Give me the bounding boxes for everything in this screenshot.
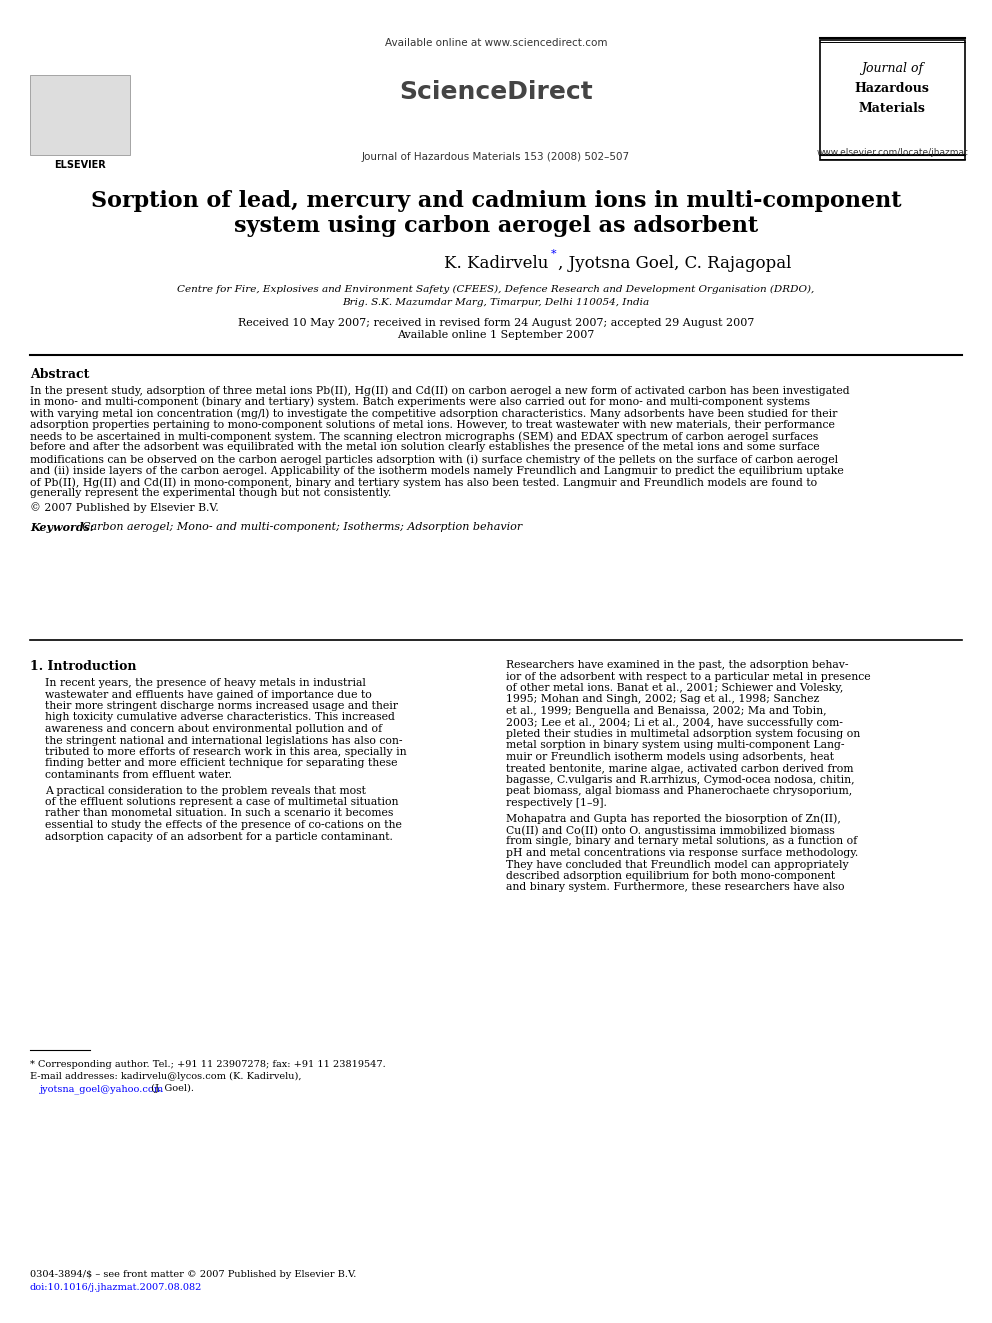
Text: ior of the adsorbent with respect to a particular metal in presence: ior of the adsorbent with respect to a p… bbox=[506, 672, 871, 681]
Text: Received 10 May 2007; received in revised form 24 August 2007; accepted 29 Augus: Received 10 May 2007; received in revise… bbox=[238, 318, 754, 328]
Text: Centre for Fire, Explosives and Environment Safety (CFEES), Defence Research and: Centre for Fire, Explosives and Environm… bbox=[178, 284, 814, 294]
Text: Available online at www.sciencedirect.com: Available online at www.sciencedirect.co… bbox=[385, 38, 607, 48]
Text: and binary system. Furthermore, these researchers have also: and binary system. Furthermore, these re… bbox=[506, 882, 844, 893]
Text: described adsorption equilibrium for both mono-component: described adsorption equilibrium for bot… bbox=[506, 871, 835, 881]
Text: pleted their studies in multimetal adsorption system focusing on: pleted their studies in multimetal adsor… bbox=[506, 729, 860, 740]
Text: high toxicity cumulative adverse characteristics. This increased: high toxicity cumulative adverse charact… bbox=[45, 713, 395, 722]
Text: Mohapatra and Gupta has reported the biosorption of Zn(II),: Mohapatra and Gupta has reported the bio… bbox=[506, 814, 841, 824]
Text: www.elsevier.com/locate/jhazmat: www.elsevier.com/locate/jhazmat bbox=[816, 148, 968, 157]
Text: with varying metal ion concentration (mg/l) to investigate the competitive adsor: with varying metal ion concentration (mg… bbox=[30, 407, 837, 418]
Text: ELSEVIER: ELSEVIER bbox=[55, 160, 106, 169]
Text: wastewater and effluents have gained of importance due to: wastewater and effluents have gained of … bbox=[45, 689, 372, 700]
Text: of the effluent solutions represent a case of multimetal situation: of the effluent solutions represent a ca… bbox=[45, 796, 399, 807]
Text: * Corresponding author. Tel.; +91 11 23907278; fax: +91 11 23819547.: * Corresponding author. Tel.; +91 11 239… bbox=[30, 1060, 386, 1069]
Text: Abstract: Abstract bbox=[30, 368, 89, 381]
Text: In recent years, the presence of heavy metals in industrial: In recent years, the presence of heavy m… bbox=[45, 677, 366, 688]
Text: respectively [1–9].: respectively [1–9]. bbox=[506, 798, 607, 808]
Text: Hazardous: Hazardous bbox=[854, 82, 930, 95]
Text: metal sorption in binary system using multi-component Lang-: metal sorption in binary system using mu… bbox=[506, 741, 844, 750]
Text: needs to be ascertained in multi-component system. The scanning electron microgr: needs to be ascertained in multi-compone… bbox=[30, 431, 818, 442]
Text: from single, binary and ternary metal solutions, as a function of: from single, binary and ternary metal so… bbox=[506, 836, 857, 847]
Text: Researchers have examined in the past, the adsorption behav-: Researchers have examined in the past, t… bbox=[506, 660, 848, 669]
Text: Keywords:: Keywords: bbox=[30, 523, 94, 533]
Text: bagasse, C.vulgaris and R.arrhizus, Cymod-ocea nodosa, chitin,: bagasse, C.vulgaris and R.arrhizus, Cymo… bbox=[506, 775, 855, 785]
Text: and (ii) inside layers of the carbon aerogel. Applicability of the isotherm mode: and (ii) inside layers of the carbon aer… bbox=[30, 466, 844, 476]
Text: Cu(II) and Co(II) onto O. angustissima immobilized biomass: Cu(II) and Co(II) onto O. angustissima i… bbox=[506, 826, 834, 836]
Text: adsorption capacity of an adsorbent for a particle contaminant.: adsorption capacity of an adsorbent for … bbox=[45, 831, 393, 841]
Text: generally represent the experimental though but not consistently.: generally represent the experimental tho… bbox=[30, 488, 391, 499]
Text: et al., 1999; Benguella and Benaissa, 2002; Ma and Tobin,: et al., 1999; Benguella and Benaissa, 20… bbox=[506, 706, 826, 716]
Text: awareness and concern about environmental pollution and of: awareness and concern about environmenta… bbox=[45, 724, 382, 734]
Text: Available online 1 September 2007: Available online 1 September 2007 bbox=[398, 329, 594, 340]
Text: K. Kadirvelu: K. Kadirvelu bbox=[443, 255, 549, 273]
Text: Brig. S.K. Mazumdar Marg, Timarpur, Delhi 110054, India: Brig. S.K. Mazumdar Marg, Timarpur, Delh… bbox=[342, 298, 650, 307]
FancyBboxPatch shape bbox=[30, 75, 130, 155]
Text: finding better and more efficient technique for separating these: finding better and more efficient techni… bbox=[45, 758, 398, 769]
Text: 1. Introduction: 1. Introduction bbox=[30, 660, 137, 673]
Text: doi:10.1016/j.jhazmat.2007.08.082: doi:10.1016/j.jhazmat.2007.08.082 bbox=[30, 1283, 202, 1293]
Text: the stringent national and international legislations has also con-: the stringent national and international… bbox=[45, 736, 403, 745]
Text: (J. Goel).: (J. Goel). bbox=[148, 1084, 194, 1093]
Text: They have concluded that Freundlich model can appropriately: They have concluded that Freundlich mode… bbox=[506, 860, 848, 869]
Text: peat biomass, algal biomass and Phanerochaete chrysoporium,: peat biomass, algal biomass and Phaneroc… bbox=[506, 786, 852, 796]
Text: 2003; Lee et al., 2004; Li et al., 2004, have successfully com-: 2003; Lee et al., 2004; Li et al., 2004,… bbox=[506, 717, 843, 728]
Text: contaminants from effluent water.: contaminants from effluent water. bbox=[45, 770, 232, 781]
Text: tributed to more efforts of research work in this area, specially in: tributed to more efforts of research wor… bbox=[45, 747, 407, 757]
Text: treated bentonite, marine algae, activated carbon derived from: treated bentonite, marine algae, activat… bbox=[506, 763, 853, 774]
Text: of other metal ions. Banat et al., 2001; Schiewer and Volesky,: of other metal ions. Banat et al., 2001;… bbox=[506, 683, 843, 693]
Text: , Jyotsna Goel, C. Rajagopal: , Jyotsna Goel, C. Rajagopal bbox=[558, 255, 792, 273]
Text: In the present study, adsorption of three metal ions Pb(II), Hg(II) and Cd(II) o: In the present study, adsorption of thre… bbox=[30, 385, 849, 396]
Text: Sorption of lead, mercury and cadmium ions in multi-component
system using carbo: Sorption of lead, mercury and cadmium io… bbox=[90, 191, 902, 237]
Text: rather than monometal situation. In such a scenario it becomes: rather than monometal situation. In such… bbox=[45, 808, 394, 819]
Text: their more stringent discharge norms increased usage and their: their more stringent discharge norms inc… bbox=[45, 701, 398, 710]
Text: modifications can be observed on the carbon aerogel particles adsorption with (i: modifications can be observed on the car… bbox=[30, 454, 838, 464]
Text: Materials: Materials bbox=[858, 102, 926, 115]
Text: before and after the adsorbent was equilibrated with the metal ion solution clea: before and after the adsorbent was equil… bbox=[30, 442, 819, 452]
Text: jyotsna_goel@yahoo.com: jyotsna_goel@yahoo.com bbox=[40, 1084, 164, 1094]
Text: essential to study the effects of the presence of co-cations on the: essential to study the effects of the pr… bbox=[45, 820, 402, 830]
Text: ScienceDirect: ScienceDirect bbox=[399, 79, 593, 105]
Text: of Pb(II), Hg(II) and Cd(II) in mono-component, binary and tertiary system has a: of Pb(II), Hg(II) and Cd(II) in mono-com… bbox=[30, 478, 817, 488]
Text: A practical consideration to the problem reveals that most: A practical consideration to the problem… bbox=[45, 786, 366, 795]
Text: Journal of Hazardous Materials 153 (2008) 502–507: Journal of Hazardous Materials 153 (2008… bbox=[362, 152, 630, 161]
Text: © 2007 Published by Elsevier B.V.: © 2007 Published by Elsevier B.V. bbox=[30, 501, 219, 513]
Text: Journal of: Journal of bbox=[861, 62, 924, 75]
Text: adsorption properties pertaining to mono-component solutions of metal ions. Howe: adsorption properties pertaining to mono… bbox=[30, 419, 835, 430]
FancyBboxPatch shape bbox=[820, 40, 965, 160]
Text: 1995; Mohan and Singh, 2002; Sag et al., 1998; Sanchez: 1995; Mohan and Singh, 2002; Sag et al.,… bbox=[506, 695, 819, 705]
Text: pH and metal concentrations via response surface methodology.: pH and metal concentrations via response… bbox=[506, 848, 858, 859]
Text: E-mail addresses: kadirvelu@lycos.com (K. Kadirvelu),: E-mail addresses: kadirvelu@lycos.com (K… bbox=[30, 1072, 302, 1081]
Text: *: * bbox=[551, 249, 557, 259]
Text: 0304-3894/$ – see front matter © 2007 Published by Elsevier B.V.: 0304-3894/$ – see front matter © 2007 Pu… bbox=[30, 1270, 356, 1279]
Text: Carbon aerogel; Mono- and multi-component; Isotherms; Adsorption behavior: Carbon aerogel; Mono- and multi-componen… bbox=[75, 523, 522, 532]
Text: in mono- and multi-component (binary and tertiary) system. Batch experiments wer: in mono- and multi-component (binary and… bbox=[30, 397, 810, 407]
Text: muir or Freundlich isotherm models using adsorbents, heat: muir or Freundlich isotherm models using… bbox=[506, 751, 834, 762]
